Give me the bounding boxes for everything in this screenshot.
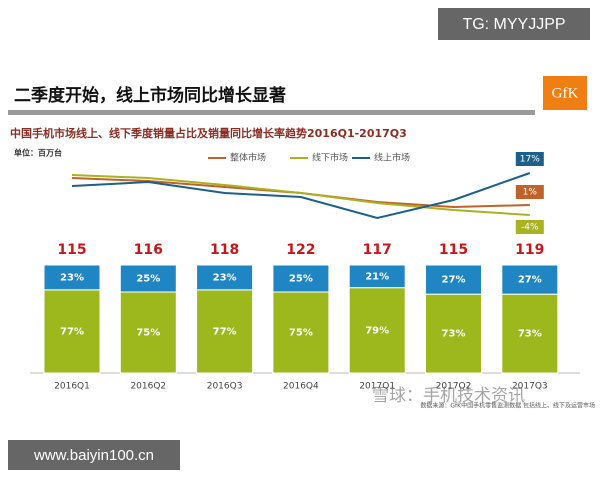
banner-title: 二季度开始，线上市场同比增长显著: [14, 85, 286, 106]
bar-label: 21%: [365, 271, 389, 282]
bar-label: 27%: [442, 275, 466, 286]
watermark-top: TG: MYYJJPP: [462, 16, 565, 33]
site-box: [8, 440, 180, 470]
bar-segment: [501, 293, 559, 374]
bar-label: 25%: [289, 274, 313, 285]
bar-label: 73%: [442, 329, 466, 340]
legend-label: 线上市场: [374, 152, 410, 164]
bar-segment: [43, 289, 101, 374]
bar-segment: [348, 264, 406, 289]
bar-segment: [272, 264, 330, 293]
logo-box: [543, 76, 587, 110]
end-label: 17%: [520, 155, 540, 165]
x-tick-label: 2016Q1: [54, 382, 90, 392]
bar-label: 77%: [213, 326, 237, 337]
bar-segment: [425, 293, 482, 374]
bar-label: 79%: [365, 325, 389, 336]
total-label: 115: [57, 242, 86, 258]
end-label: -4%: [521, 223, 539, 233]
unit: 单位：百万台: [14, 148, 62, 158]
site: www.baiyin100.cn: [33, 447, 154, 464]
watermark-box: [438, 8, 590, 40]
end-label-box: [515, 152, 544, 166]
x-tick-label: 2016Q3: [207, 382, 243, 392]
total-label: 115: [439, 242, 468, 258]
bar-label: 75%: [289, 328, 313, 339]
total-label: 116: [134, 242, 163, 258]
legend-label: 整体市场: [230, 152, 266, 164]
x-tick-label: 2017Q2: [436, 382, 472, 392]
banner-rule: [8, 110, 535, 115]
bar-segment: [43, 264, 101, 291]
watermark-bottom: 雪球：手机技术资讯: [372, 386, 525, 406]
total-label: 122: [286, 242, 315, 258]
bar-label: 75%: [136, 328, 160, 339]
total-label: 119: [515, 242, 544, 258]
x-tick-label: 2017Q3: [512, 382, 548, 392]
bar-label: 77%: [60, 326, 84, 337]
chart-title: 中国手机市场线上、线下季度销量占比及销量同比增长率趋势2016Q1-2017Q3: [10, 126, 407, 140]
end-label-box: [515, 220, 544, 234]
bar-label: 23%: [60, 272, 84, 283]
x-tick-label: 2016Q2: [130, 382, 166, 392]
line-series: [71, 172, 531, 220]
total-label: 118: [210, 242, 239, 258]
bar-segment: [119, 264, 177, 293]
x-tick-label: 2016Q4: [283, 382, 319, 392]
bar-segment: [196, 289, 254, 374]
bar-segment: [196, 264, 254, 291]
bar-segment: [425, 264, 482, 295]
bar-label: 27%: [518, 275, 542, 286]
source: 数据来源：GfK中国手机零售监测数据 包括线上、线下及运营市场: [420, 402, 595, 410]
x-tick-label: 2017Q1: [359, 382, 395, 392]
bar-label: 23%: [213, 272, 237, 283]
line-series: [71, 174, 530, 216]
end-label: 1%: [523, 188, 538, 198]
bar-label: 73%: [518, 329, 542, 340]
logo: GfK: [552, 85, 579, 101]
bar-label: 25%: [136, 274, 160, 285]
legend-label: 线下市场: [312, 152, 348, 164]
bar-segment: [501, 264, 559, 295]
end-label-box: [515, 185, 544, 199]
bar-segment: [272, 291, 330, 374]
total-label: 117: [363, 242, 392, 258]
